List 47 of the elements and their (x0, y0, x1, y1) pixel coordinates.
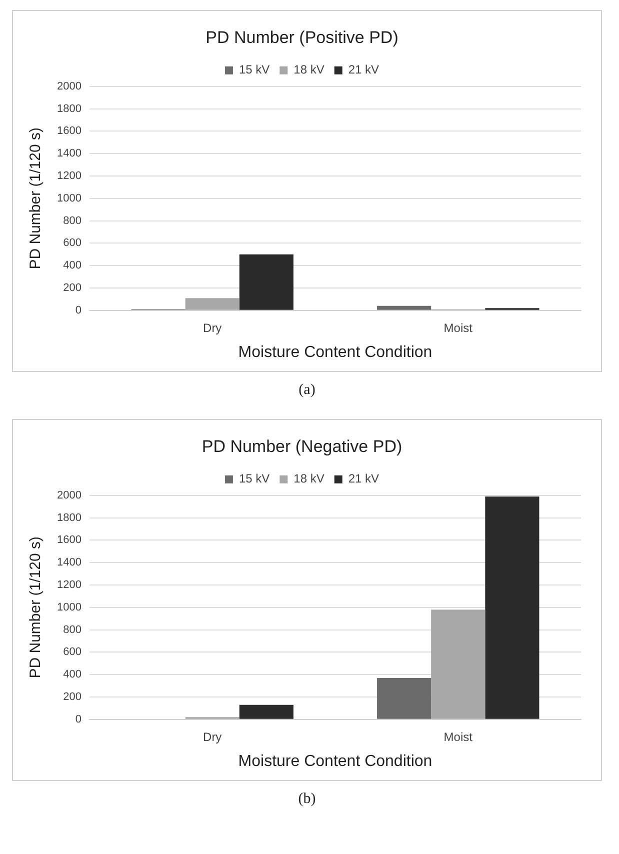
bar (239, 704, 294, 719)
y-tick-label: 1200 (56, 579, 82, 592)
bar (185, 298, 240, 310)
legend-label: 18 kV (294, 472, 324, 486)
y-tick-label: 800 (63, 624, 82, 636)
y-tick-label: 1800 (56, 102, 82, 115)
y-tick-label: 2000 (56, 489, 82, 502)
y-tick-label: 2000 (56, 80, 82, 92)
legend-label: 15 kV (238, 472, 270, 486)
legend-label: 21 kV (348, 472, 380, 486)
bar (431, 610, 486, 719)
y-tick-label: 1000 (56, 192, 82, 204)
x-tick-label: Dry (203, 730, 222, 744)
chart-title: PD Number (Negative PD) (202, 436, 402, 456)
legend-label: 21 kV (348, 62, 380, 77)
legend-label: 15 kV (238, 62, 270, 77)
y-tick-label: 400 (63, 260, 82, 272)
bar (485, 496, 540, 719)
text: (b) (297, 791, 317, 808)
y-tick-label: 1800 (56, 512, 82, 524)
x-tick-label: Moist (444, 320, 474, 335)
y-tick-label: 1200 (56, 170, 82, 182)
y-tick-label: 0 (75, 713, 82, 726)
x-axis-title: Moisture Content Condition (238, 344, 432, 361)
x-axis-title: Moisture Content Condition (238, 752, 432, 770)
bar (377, 678, 432, 719)
y-tick-label: 600 (63, 646, 82, 658)
bar (377, 306, 432, 310)
y-tick-label: 1600 (56, 125, 82, 138)
x-tick-label: Moist (444, 730, 474, 744)
y-tick-label: 600 (63, 237, 82, 250)
y-tick-label: 1600 (56, 534, 82, 546)
y-tick-label: 800 (63, 214, 82, 227)
y-tick-label: 1400 (56, 148, 82, 160)
y-tick-label: 0 (75, 304, 82, 316)
y-tick-label: 400 (63, 668, 82, 681)
y-tick-label: 200 (63, 282, 82, 294)
legend-label: 18 kV (294, 62, 324, 77)
y-tick-label: 200 (63, 691, 82, 704)
y-axis-title: PD Number (1/120 s) (27, 128, 44, 270)
bar (239, 254, 294, 310)
x-tick-label: Dry (203, 320, 222, 335)
text: (a) (298, 382, 316, 399)
chart-title: PD Number (Positive PD) (206, 28, 398, 47)
y-tick-label: 1400 (56, 556, 82, 569)
y-axis-title: PD Number (1/120 s) (27, 536, 44, 678)
y-tick-label: 1000 (56, 601, 82, 614)
